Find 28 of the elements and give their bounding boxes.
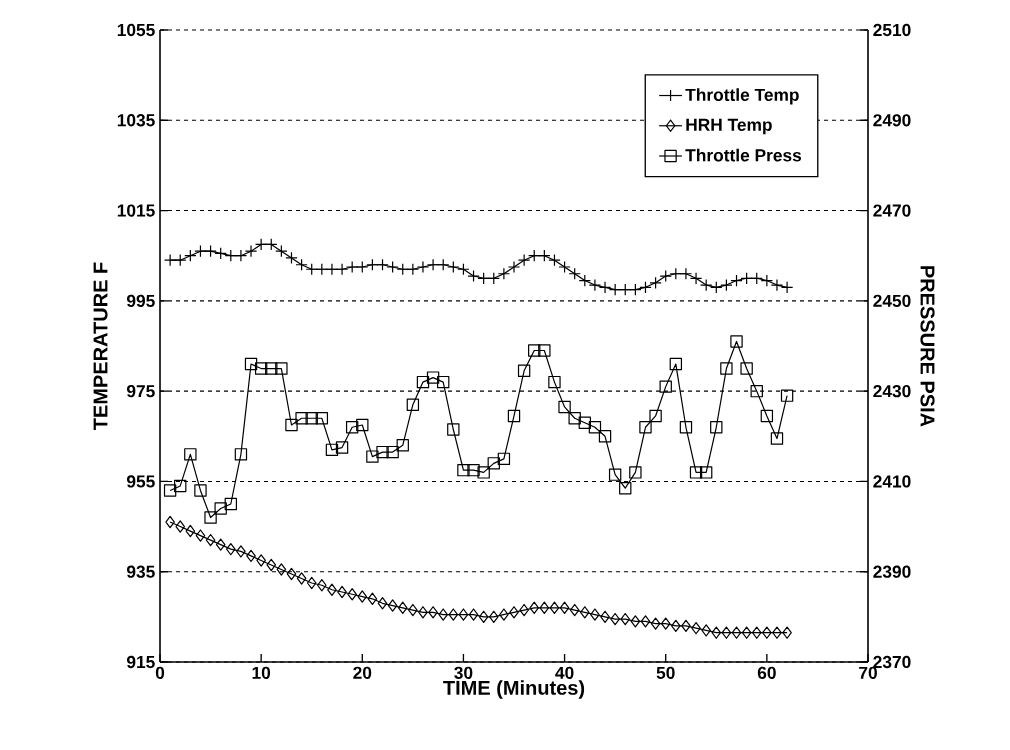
y-tick-label: 955 [126,475,155,488]
legend-label: Throttle Press [685,148,802,162]
y-tick-label: 995 [126,294,155,307]
y-tick-label: 935 [126,565,155,578]
y-axis-title: TEMPERATURE F [93,262,108,431]
x-tick-label: 0 [155,666,165,679]
y-tick-label: 1055 [117,23,155,37]
x-tick-label: 50 [656,666,675,679]
x-tick-label: 20 [353,666,372,679]
x-tick-label: 60 [757,666,776,679]
y2-tick-label: 2390 [873,565,911,578]
y-tick-label: 975 [126,385,155,398]
legend-label: HRH Temp [686,118,772,135]
y2-tick-label: 2430 [873,384,911,398]
y2-tick-label: 2450 [873,294,911,307]
legend-label: Throttle Temp [685,88,799,105]
y-tick-label: 1035 [117,114,155,127]
y-tick-label: 915 [126,655,155,669]
y2-axis-title: PRESSURE PSIA [920,266,935,427]
x-tick-label: 30 [454,666,473,679]
y2-tick-label: 2410 [873,475,911,488]
y2-tick-label: 2510 [873,23,911,37]
y-tick-label: 1015 [117,204,155,217]
x-tick-label: 40 [555,666,574,679]
y2-tick-label: 2470 [873,204,911,217]
x-axis-title: TIME (Minutes) [443,680,585,699]
y2-tick-label: 2490 [873,114,911,127]
x-tick-label: 10 [252,666,271,679]
